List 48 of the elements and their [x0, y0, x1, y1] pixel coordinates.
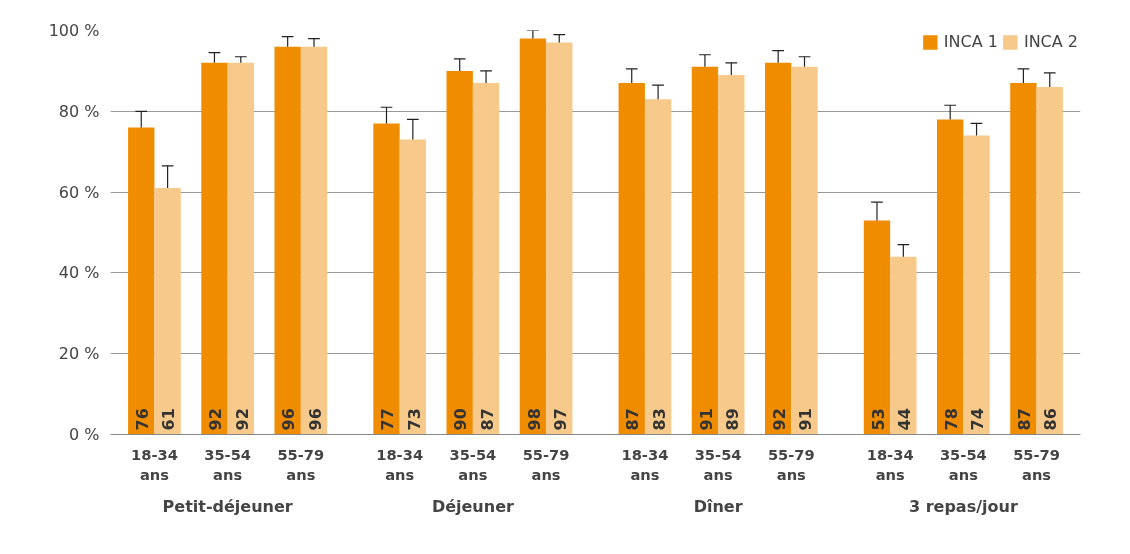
data-label: 87: [1015, 408, 1035, 431]
y-tick-label: 0 %: [69, 425, 100, 444]
data-label: 44: [895, 408, 915, 431]
data-label: 53: [868, 408, 888, 431]
text: Déjeuner: [431, 496, 514, 516]
data-label: 87: [477, 408, 497, 431]
x-tick-label: 35-54 ans: [449, 445, 497, 483]
data-label: 96: [279, 408, 299, 431]
data-label: 97: [550, 408, 570, 431]
data-label: 98: [524, 408, 544, 431]
data-label: 78: [941, 408, 961, 431]
x-tick-label: 55-79 ans: [277, 445, 325, 483]
data-label: 92: [769, 408, 789, 431]
y-tick-label: 100 %: [48, 21, 100, 40]
text: Dîner: [693, 496, 743, 516]
text: 3 repas/jour: [908, 496, 1018, 516]
data-label: 86: [1041, 408, 1061, 431]
data-label: 73: [404, 408, 424, 431]
data-label: 91: [696, 408, 716, 431]
data-label: 83: [649, 408, 669, 431]
data-label: 76: [132, 408, 152, 431]
data-label: 92: [206, 408, 226, 431]
x-tick-label: 35-54 ans: [204, 445, 252, 483]
x-tick-label: 35-54 ans: [939, 445, 987, 483]
data-label: 87: [623, 408, 643, 431]
data-label: 96: [305, 408, 325, 431]
data-label: 91: [796, 408, 816, 431]
legend-label: INCA 1: [943, 32, 998, 51]
x-tick-label: 18-34 ans: [376, 445, 424, 483]
y-tick-label: 20 %: [58, 344, 100, 364]
text: Petit-déjeuner: [162, 496, 293, 516]
y-tick-label: 80 %: [58, 101, 100, 121]
x-tick-label: 18-34 ans: [621, 445, 669, 483]
y-tick-label: 40 %: [58, 263, 100, 283]
legend-label: INCA 2: [1023, 32, 1078, 51]
x-tick-label: 55-79 ans: [767, 445, 815, 483]
data-label: 74: [968, 408, 988, 431]
x-tick-label: 18-34 ans: [130, 445, 178, 483]
x-tick-label: 55-79 ans: [1013, 445, 1061, 483]
data-label: 90: [451, 408, 471, 431]
x-tick-label: 18-34 ans: [866, 445, 914, 483]
data-label: 92: [232, 408, 252, 431]
y-tick-label: 60 %: [58, 182, 100, 202]
data-label: 61: [159, 408, 179, 431]
x-tick-label: 55-79 ans: [522, 445, 570, 483]
x-tick-label: 35-54 ans: [694, 445, 742, 483]
data-label: 89: [723, 408, 743, 431]
data-label: 77: [378, 408, 398, 431]
